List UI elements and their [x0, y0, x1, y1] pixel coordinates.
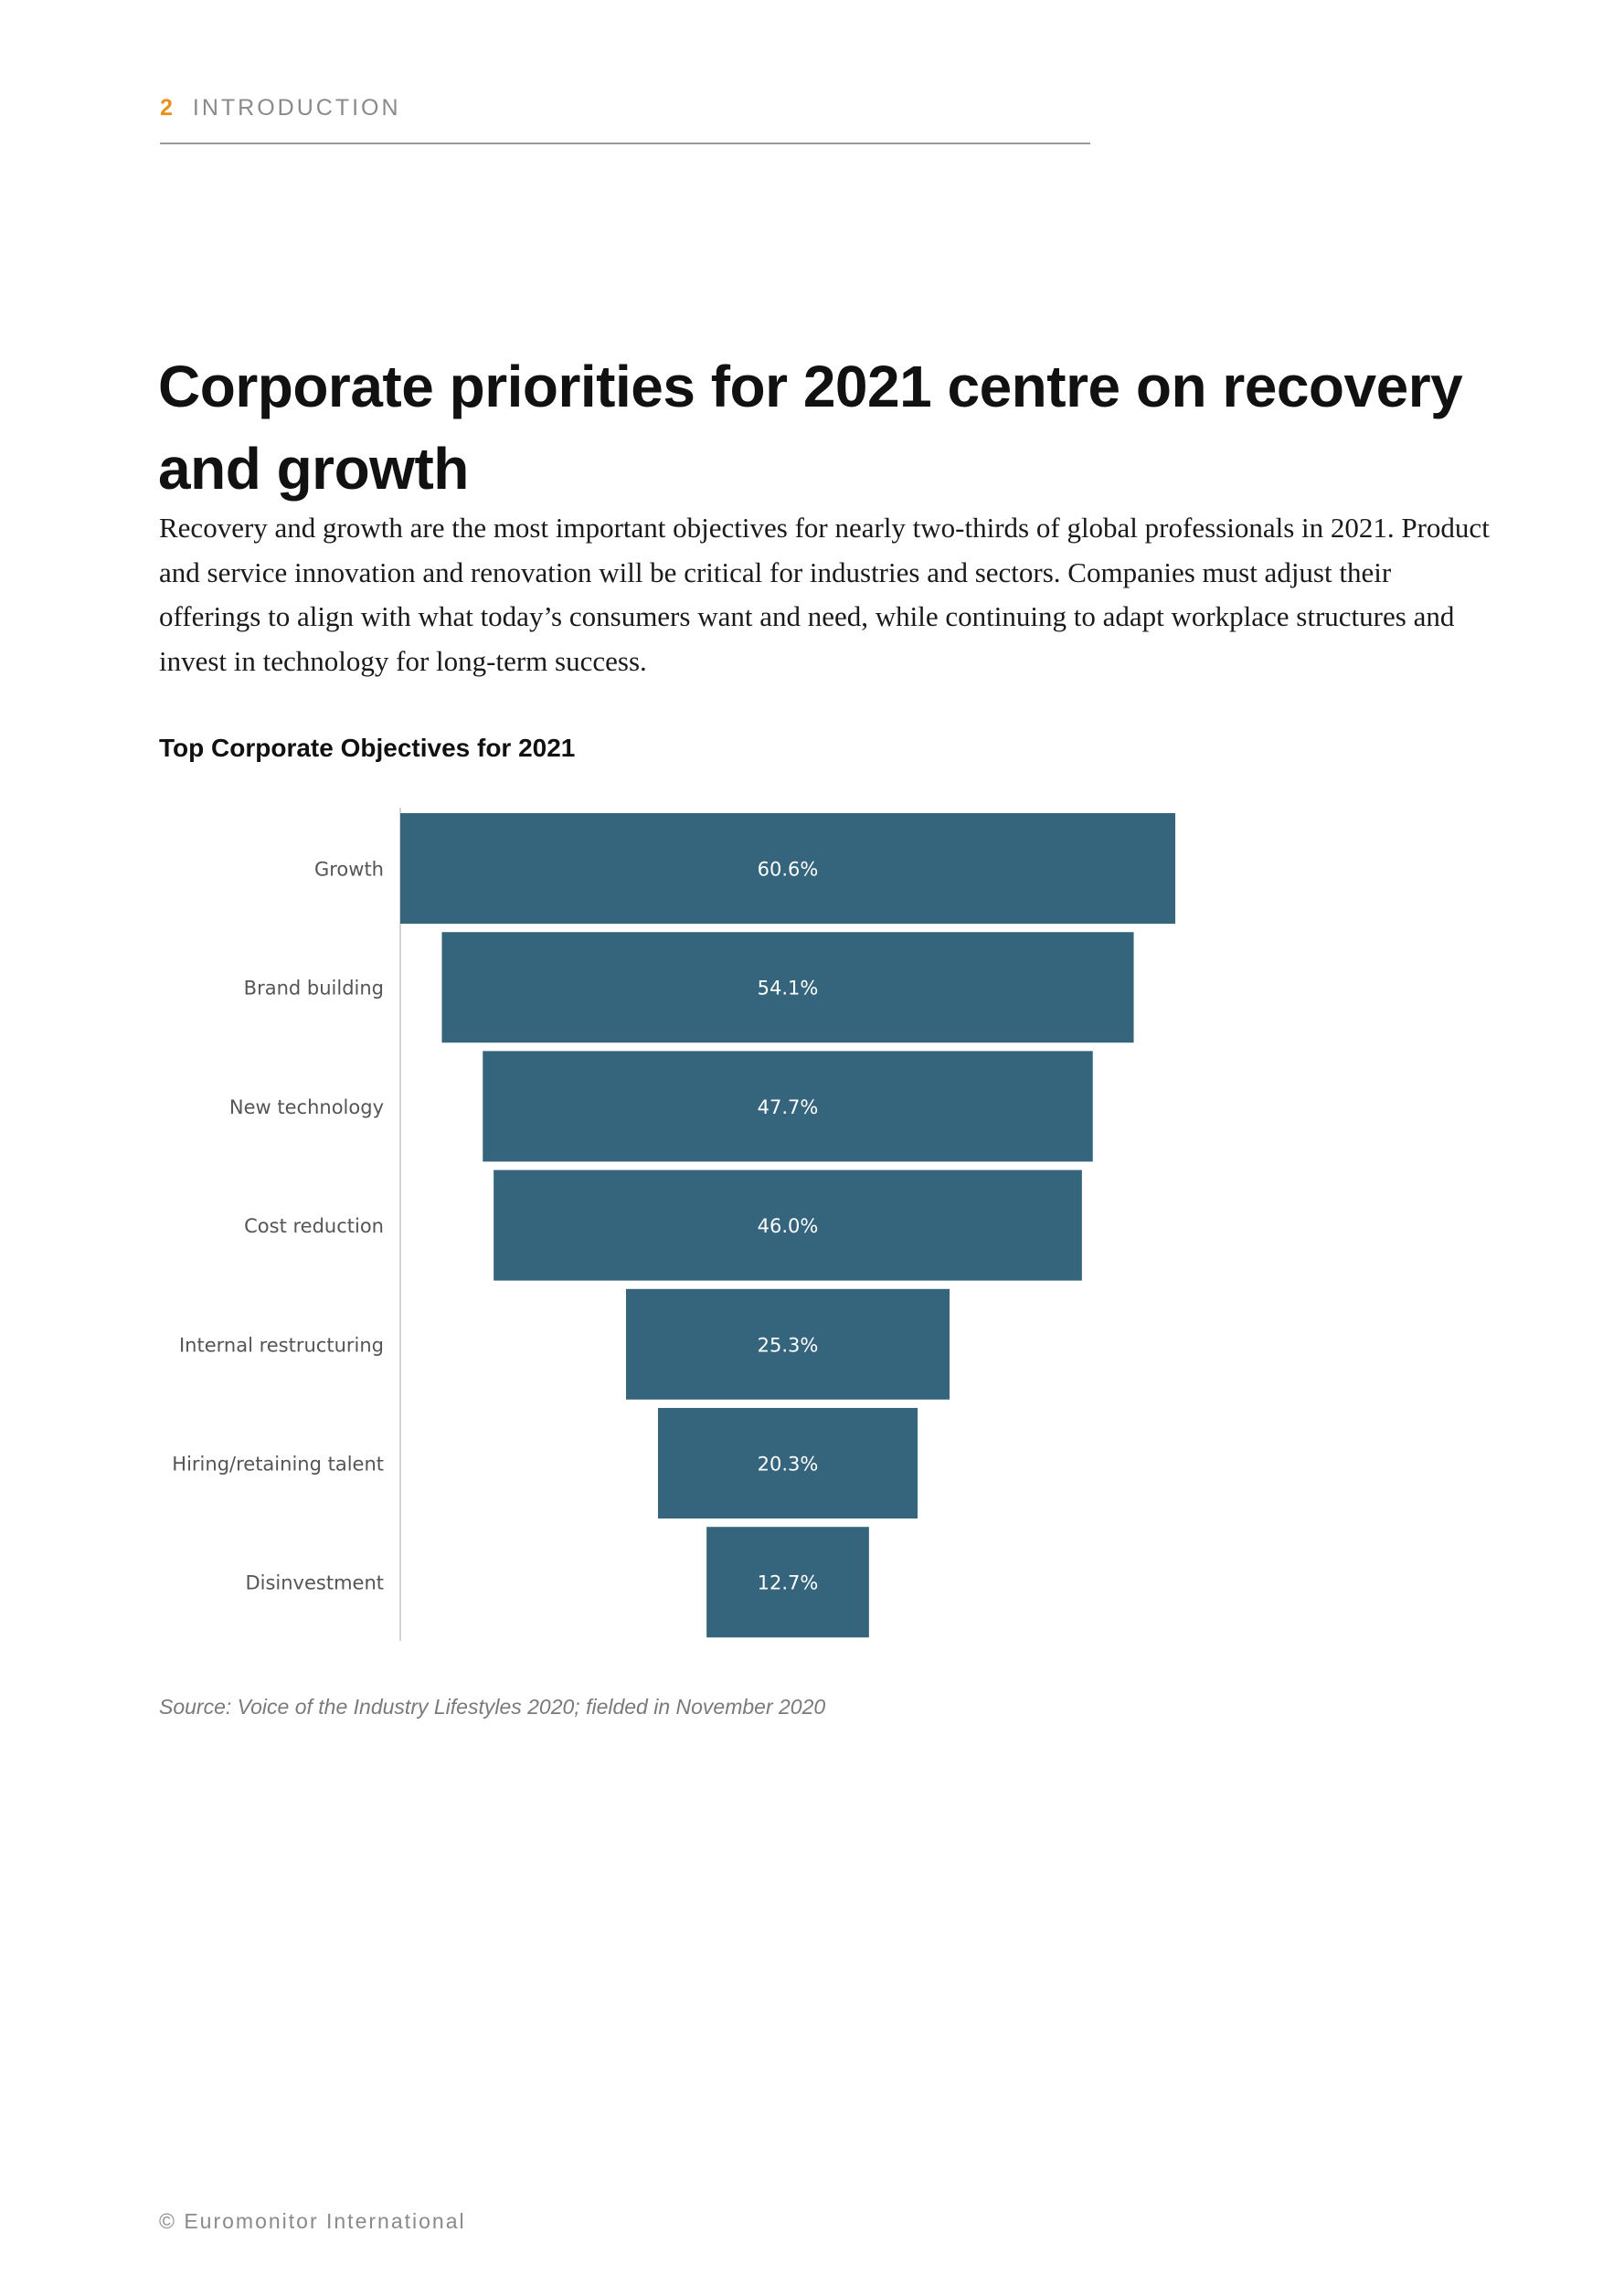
category-label: Brand building: [244, 978, 384, 1000]
category-label: Internal restructuring: [179, 1334, 384, 1356]
funnel-bar: [441, 932, 1134, 1043]
value-label: 46.0%: [758, 1215, 819, 1237]
value-label: 47.7%: [758, 1096, 819, 1118]
category-label: New technology: [229, 1096, 384, 1118]
page-title: Corporate priorities for 2021 centre on …: [158, 354, 1463, 502]
value-label: 12.7%: [758, 1572, 819, 1594]
copyright-footer: © Euromonitor International: [159, 2209, 466, 2233]
value-label: 60.6%: [758, 859, 819, 881]
funnel-bar: [625, 1288, 950, 1400]
funnel-bar: [494, 1169, 1082, 1281]
value-label: 54.1%: [758, 978, 819, 1000]
section-name: INTRODUCTION: [192, 95, 401, 121]
funnel-bar: [706, 1527, 869, 1638]
category-label: Cost reduction: [244, 1215, 384, 1237]
chart-source: Source: Voice of the Industry Lifestyles…: [159, 1695, 826, 1719]
value-label: 20.3%: [758, 1454, 819, 1476]
page-number: 2: [160, 95, 173, 121]
running-header: 2 INTRODUCTION: [160, 95, 401, 122]
funnel-bar: [400, 813, 1175, 924]
value-label: 25.3%: [758, 1334, 819, 1356]
category-label: Disinvestment: [245, 1572, 384, 1594]
funnel-bar: [657, 1408, 918, 1518]
header-divider: [160, 143, 1090, 144]
funnel-bar: [483, 1051, 1093, 1162]
intro-paragraph: Recovery and growth are the most importa…: [159, 512, 1490, 677]
chart-title: Top Corporate Objectives for 2021: [159, 734, 576, 762]
category-label: Hiring/retaining talent: [172, 1454, 384, 1476]
funnel-chart: Growth Brand building New technology Cost r…: [172, 808, 1175, 1641]
category-label: Growth: [314, 859, 384, 881]
